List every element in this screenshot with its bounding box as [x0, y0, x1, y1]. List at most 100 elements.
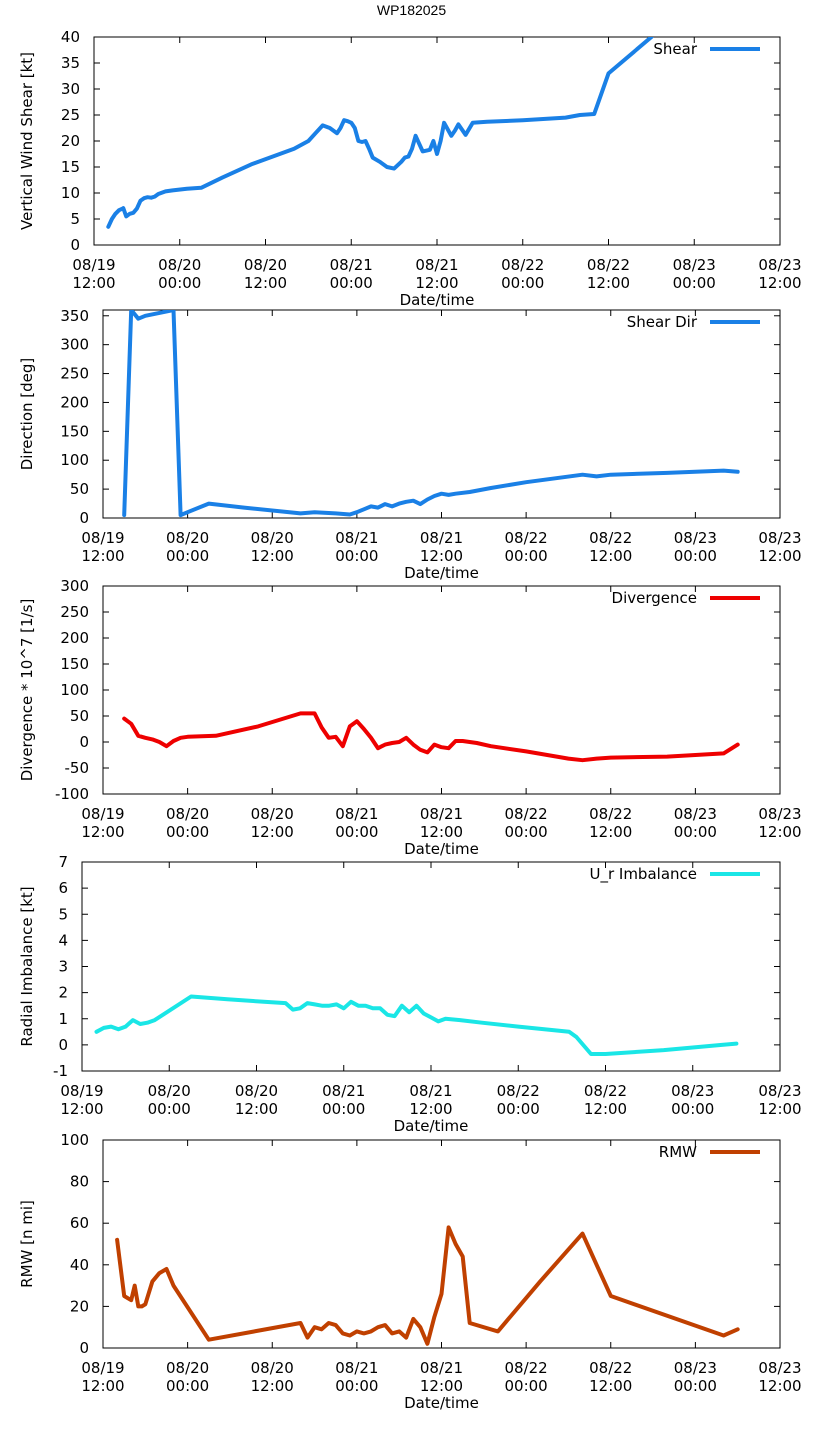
x-tick-date: 08/23	[758, 1359, 801, 1377]
x-tick-date: 08/19	[60, 1082, 103, 1100]
x-tick-time: 00:00	[158, 274, 201, 292]
x-tick-date: 08/20	[244, 256, 287, 274]
x-tick-date: 08/23	[673, 256, 716, 274]
x-tick-date: 08/23	[674, 1359, 717, 1377]
x-tick-date: 08/23	[674, 529, 717, 547]
y-tick-label: -1	[53, 1062, 68, 1080]
x-tick-date: 08/20	[166, 805, 209, 823]
y-tick-label: 300	[60, 336, 89, 354]
y-tick-label: 4	[58, 931, 68, 949]
series-line-rmw	[115, 1225, 740, 1346]
x-tick-time: 00:00	[148, 1100, 191, 1118]
series-line-divergence	[122, 711, 740, 763]
x-tick-date: 08/23	[758, 1082, 801, 1100]
y-tick-label: 5	[58, 905, 68, 923]
y-tick-label: 1	[58, 1010, 68, 1028]
x-tick-date: 08/19	[81, 529, 124, 547]
x-tick-date: 08/21	[420, 1359, 463, 1377]
y-tick-label: 60	[70, 1214, 89, 1232]
plot-frame	[81, 861, 781, 1072]
x-tick-time: 12:00	[420, 1377, 463, 1395]
x-tick-date: 08/21	[335, 1359, 378, 1377]
x-tick-time: 00:00	[505, 823, 548, 841]
y-tick-label: 100	[60, 681, 89, 699]
x-tick-date: 08/23	[674, 805, 717, 823]
y-tick-label: 150	[60, 655, 89, 673]
series-line-u-r-imbalance	[94, 994, 739, 1056]
x-axis-label: Date/time	[394, 1117, 469, 1135]
x-tick-date: 08/22	[497, 1082, 540, 1100]
x-tick-time: 12:00	[235, 1100, 278, 1118]
y-tick-label: 50	[70, 707, 89, 725]
x-tick-date: 08/23	[758, 256, 801, 274]
y-tick-label: 350	[60, 307, 89, 325]
x-tick-date: 08/21	[330, 256, 373, 274]
y-tick-label: 35	[61, 54, 80, 72]
x-tick-time: 00:00	[166, 1377, 209, 1395]
x-tick-date: 08/19	[72, 256, 115, 274]
x-axis-label: Date/time	[404, 840, 479, 858]
x-tick-date: 08/21	[420, 529, 463, 547]
y-tick-label: 0	[79, 1339, 89, 1357]
x-tick-date: 08/21	[415, 256, 458, 274]
x-tick-date: 08/22	[589, 529, 632, 547]
x-tick-time: 00:00	[505, 547, 548, 565]
shear-dir-panel: 05010015020025030035008/1912:0008/2000:0…	[18, 307, 802, 582]
x-tick-time: 12:00	[60, 1100, 103, 1118]
x-tick-time: 00:00	[505, 1377, 548, 1395]
shear-panel: 051015202530354008/1912:0008/2000:0008/2…	[18, 28, 802, 309]
plot-frame	[93, 36, 781, 246]
x-tick-date: 08/20	[251, 805, 294, 823]
x-tick-time: 12:00	[81, 823, 124, 841]
x-tick-time: 12:00	[72, 274, 115, 292]
x-tick-time: 12:00	[589, 1377, 632, 1395]
x-tick-date: 08/22	[505, 805, 548, 823]
x-tick-date: 08/21	[409, 1082, 452, 1100]
x-tick-date: 08/20	[158, 256, 201, 274]
x-tick-date: 08/22	[505, 1359, 548, 1377]
y-tick-label: 3	[58, 958, 68, 976]
x-tick-date: 08/20	[235, 1082, 278, 1100]
y-tick-label: 2	[58, 984, 68, 1002]
x-tick-time: 00:00	[166, 547, 209, 565]
x-tick-date: 08/21	[335, 529, 378, 547]
x-tick-date: 08/22	[589, 805, 632, 823]
x-tick-date: 08/19	[81, 1359, 124, 1377]
y-tick-label: 100	[60, 451, 89, 469]
y-tick-label: 7	[58, 853, 68, 871]
y-tick-label: 300	[60, 577, 89, 595]
y-tick-label: 0	[58, 1036, 68, 1054]
y-axis-label: Radial Imbalance [kt]	[18, 886, 36, 1046]
x-tick-time: 12:00	[758, 823, 801, 841]
y-tick-label: 20	[61, 132, 80, 150]
x-tick-time: 00:00	[330, 274, 373, 292]
legend-label: Shear Dir	[627, 313, 698, 331]
legend-label: Divergence	[612, 589, 697, 607]
y-tick-label: 6	[58, 879, 68, 897]
y-tick-label: 80	[70, 1173, 89, 1191]
x-tick-time: 12:00	[758, 547, 801, 565]
y-tick-label: 40	[70, 1256, 89, 1274]
series-line-shear	[106, 37, 654, 229]
y-tick-label: 5	[70, 210, 80, 228]
y-tick-label: -50	[65, 759, 90, 777]
x-tick-date: 08/23	[758, 529, 801, 547]
y-tick-label: 10	[61, 184, 80, 202]
series-line-shear-dir	[122, 310, 740, 518]
x-tick-time: 12:00	[244, 274, 287, 292]
x-tick-time: 12:00	[589, 823, 632, 841]
x-tick-time: 00:00	[322, 1100, 365, 1118]
x-tick-date: 08/22	[589, 1359, 632, 1377]
y-axis-label: Divergence * 10^7 [1/s]	[18, 599, 36, 782]
x-tick-time: 12:00	[415, 274, 458, 292]
y-tick-label: 0	[70, 236, 80, 254]
y-tick-label: 20	[70, 1297, 89, 1315]
y-tick-label: 100	[60, 1131, 89, 1149]
x-tick-date: 08/20	[251, 529, 294, 547]
plot-frame	[102, 1139, 781, 1349]
x-tick-time: 12:00	[81, 1377, 124, 1395]
x-tick-time: 00:00	[335, 823, 378, 841]
x-tick-time: 12:00	[420, 823, 463, 841]
x-tick-time: 00:00	[673, 274, 716, 292]
plot-frame	[102, 585, 781, 795]
